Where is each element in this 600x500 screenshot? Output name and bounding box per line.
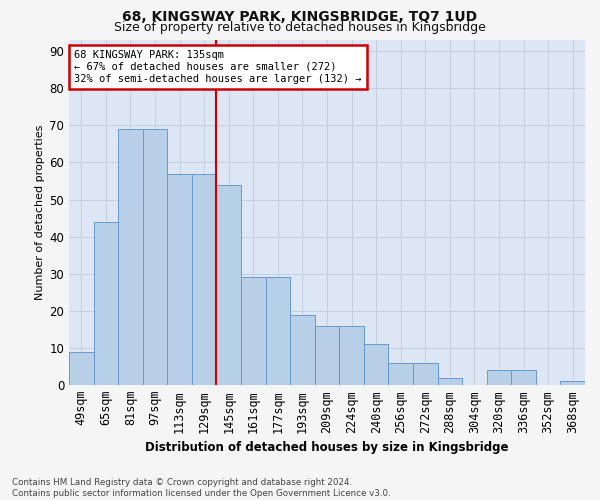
Text: 68, KINGSWAY PARK, KINGSBRIDGE, TQ7 1UD: 68, KINGSWAY PARK, KINGSBRIDGE, TQ7 1UD: [122, 10, 478, 24]
Bar: [217, 184, 241, 385]
Bar: [437, 378, 462, 385]
Bar: [94, 222, 118, 385]
Bar: [315, 326, 339, 385]
Bar: [487, 370, 511, 385]
Text: Size of property relative to detached houses in Kingsbridge: Size of property relative to detached ho…: [114, 22, 486, 35]
X-axis label: Distribution of detached houses by size in Kingsbridge: Distribution of detached houses by size …: [145, 441, 509, 454]
Bar: [560, 382, 585, 385]
Text: 68 KINGSWAY PARK: 135sqm
← 67% of detached houses are smaller (272)
32% of semi-: 68 KINGSWAY PARK: 135sqm ← 67% of detach…: [74, 50, 362, 84]
Bar: [388, 362, 413, 385]
Bar: [69, 352, 94, 385]
Bar: [167, 174, 192, 385]
Bar: [364, 344, 388, 385]
Y-axis label: Number of detached properties: Number of detached properties: [35, 125, 45, 300]
Bar: [339, 326, 364, 385]
Bar: [241, 278, 266, 385]
Bar: [143, 129, 167, 385]
Bar: [192, 174, 217, 385]
Text: Contains HM Land Registry data © Crown copyright and database right 2024.
Contai: Contains HM Land Registry data © Crown c…: [12, 478, 391, 498]
Bar: [118, 129, 143, 385]
Bar: [511, 370, 536, 385]
Bar: [413, 362, 437, 385]
Bar: [290, 314, 315, 385]
Bar: [266, 278, 290, 385]
